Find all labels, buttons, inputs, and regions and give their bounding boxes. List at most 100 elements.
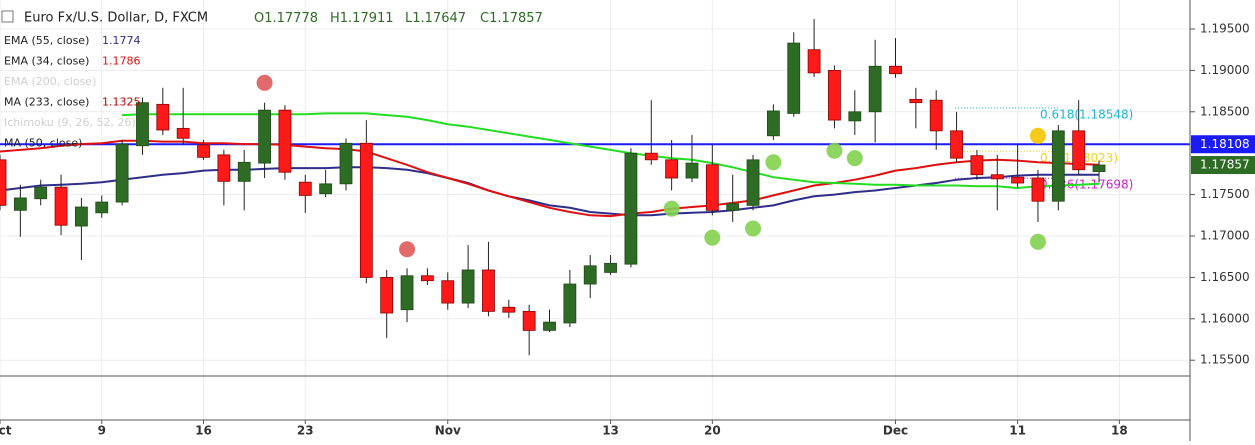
legend-name[interactable]: Ichimoku (9, 26, 52, 26)	[4, 116, 136, 129]
candle-body	[522, 310, 536, 331]
candle-body	[1011, 176, 1025, 184]
candle-body	[685, 162, 699, 179]
ohlc-label: L	[405, 11, 413, 26]
candle-body	[339, 142, 353, 185]
candle-body	[990, 174, 1004, 180]
x-tick-label: 23	[297, 424, 314, 438]
candle-body	[583, 265, 597, 285]
symbol-title: Euro Fx/U.S. Dollar, D, FXCM	[24, 11, 208, 26]
ohlc-close: C1.17857	[480, 11, 543, 26]
ohlc-value: 1.17911	[340, 11, 394, 26]
candle-body	[746, 159, 760, 206]
candle-body	[0, 159, 7, 206]
candle-body	[13, 197, 27, 211]
collapse-icon[interactable]	[1, 10, 14, 23]
y-tick-label: 1.16000	[1200, 311, 1250, 325]
candle-body	[848, 111, 862, 122]
signal-marker	[1029, 233, 1046, 250]
candle-body	[156, 103, 170, 131]
candle-body	[970, 155, 984, 176]
candle-body	[54, 186, 68, 226]
axes: 1.15500 1.16000 1.16500 1.17000 1.17500 1.185…	[0, 21, 1255, 438]
x-tick-label: 13	[602, 424, 619, 438]
x-tick-label: Dec	[883, 424, 908, 438]
candle-body	[482, 269, 495, 312]
indicator-legend: EMA (55, close) 1.1774 EMA (34, close) 1.17…	[4, 34, 141, 150]
ohlc-open: O1.17778	[254, 11, 318, 26]
legend-name[interactable]: EMA (55, close)	[4, 34, 89, 47]
candle-body	[136, 102, 149, 147]
candle-body	[278, 109, 292, 173]
x-tick-label: 18	[1111, 424, 1128, 438]
candle-body	[889, 65, 902, 75]
candle-body	[298, 181, 312, 196]
legend-name[interactable]: EMA (200, close)	[4, 75, 96, 88]
signal-marker	[846, 150, 863, 167]
ohlc-high: H1.17911	[330, 11, 394, 26]
x-tick-label: 9	[98, 424, 106, 438]
y-tick-label: 1.17000	[1200, 229, 1250, 243]
candle-body	[543, 321, 556, 331]
candle-body	[604, 262, 617, 273]
plot-area: 0.618(1.18548)0.5(1.18023)0.236(1.17698)	[0, 19, 1190, 356]
legend-value: 1.1786	[102, 55, 141, 68]
candle-body	[929, 99, 943, 132]
candle-body	[461, 269, 475, 304]
candle-body	[237, 161, 251, 182]
legend-name[interactable]: EMA (34, close)	[4, 55, 89, 68]
ohlc-value: 1.17647	[412, 11, 466, 26]
candle-body	[828, 69, 841, 121]
x-tick-label: Nov	[435, 424, 461, 438]
level-price-label: 1.18108	[1200, 137, 1250, 151]
ohlc-label: O	[254, 11, 264, 26]
legend-value: 1.1774	[102, 34, 141, 47]
candle-body	[217, 154, 231, 182]
candle-body	[950, 130, 963, 159]
candle-body	[1051, 130, 1065, 202]
candle-body	[359, 142, 373, 278]
last-price-label: 1.17857	[1200, 158, 1250, 172]
signal-marker	[256, 74, 273, 91]
y-tick-label: 1.15500	[1200, 353, 1250, 367]
candle-body	[319, 183, 333, 195]
candle-body	[787, 42, 801, 114]
candle-body	[766, 110, 780, 137]
y-tick-label: 1.17500	[1200, 187, 1250, 201]
level-price-box	[1191, 135, 1255, 154]
ohlc-value: 1.17778	[264, 11, 318, 26]
candle-body	[1072, 130, 1086, 171]
candle-body	[197, 144, 210, 158]
candle-body	[1092, 164, 1106, 172]
y-tick-label: 1.18500	[1200, 104, 1250, 118]
ohlc-low: L1.17647	[405, 11, 466, 26]
signal-marker	[826, 142, 843, 159]
y-tick-label: 1.19000	[1200, 63, 1250, 77]
candle-body	[502, 306, 516, 313]
candle-body	[1031, 177, 1045, 202]
signal-marker	[704, 229, 721, 246]
last-price-box	[1191, 156, 1255, 175]
x-tick-label: 16	[195, 424, 212, 438]
candle-body	[258, 109, 271, 164]
candle-body	[705, 164, 719, 211]
candle-body	[807, 49, 821, 74]
signal-marker	[399, 241, 416, 258]
legend-value: 1.1325	[102, 96, 141, 109]
x-tick-label: Oct	[0, 424, 12, 438]
fib-label: 0.618(1.18548)	[1040, 107, 1133, 121]
signal-marker	[745, 220, 762, 237]
candle-body	[75, 206, 88, 227]
candle-body	[624, 152, 638, 265]
legend-name[interactable]: MA (233, close)	[4, 96, 89, 109]
candle-body	[868, 65, 882, 113]
legend-name[interactable]: MA (50, close)	[4, 137, 82, 150]
grid	[0, 0, 1190, 420]
x-tick-label: 20	[704, 424, 721, 438]
signal-marker	[663, 200, 680, 217]
candle-body	[380, 277, 394, 314]
signal-marker	[1029, 127, 1046, 144]
candle-body	[95, 201, 109, 214]
candle-body	[909, 98, 923, 104]
